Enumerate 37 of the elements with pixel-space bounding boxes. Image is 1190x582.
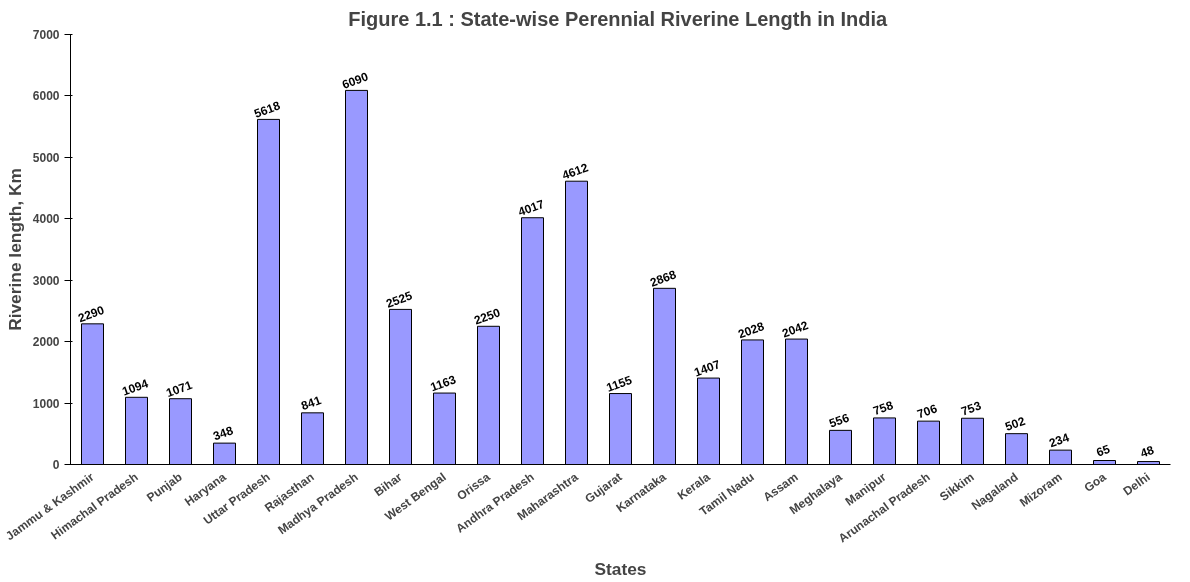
data-label: 5618 — [252, 98, 283, 121]
x-axis-title: States — [594, 559, 647, 580]
x-tick-label: Goa — [1081, 469, 1109, 495]
data-label: 2250 — [472, 305, 503, 328]
y-tick-label: 5000 — [32, 150, 60, 165]
y-tick-label: 7000 — [32, 28, 60, 42]
y-tick-label: 3000 — [32, 273, 60, 288]
data-label: 753 — [959, 398, 984, 419]
data-label: 2028 — [736, 318, 767, 342]
y-axis-title: Riverine length, Km — [4, 168, 25, 331]
data-label: 65 — [1094, 441, 1113, 460]
data-label: 234 — [1047, 430, 1072, 451]
data-label: 4017 — [516, 196, 547, 220]
data-label: 1155 — [604, 372, 635, 395]
data-label: 1407 — [692, 357, 723, 380]
data-label: 556 — [827, 410, 852, 431]
y-tick-label: 2000 — [32, 335, 60, 350]
y-tick-label: 4000 — [32, 212, 60, 227]
data-label: 48 — [1138, 442, 1157, 461]
data-label: 841 — [299, 392, 324, 414]
data-label: 2868 — [648, 267, 679, 290]
data-label: 502 — [1003, 413, 1028, 434]
data-label: 6090 — [340, 69, 371, 92]
data-label: 2042 — [780, 318, 811, 341]
data-label: 1071 — [164, 377, 195, 401]
data-label: 348 — [211, 423, 236, 444]
data-label: 4612 — [560, 160, 591, 183]
y-tick-label: 1000 — [32, 396, 60, 411]
data-label: 706 — [915, 401, 940, 422]
data-label: 1094 — [120, 376, 151, 399]
y-tick-label: 6000 — [32, 89, 60, 104]
data-label: 758 — [871, 398, 896, 419]
data-label: 2525 — [384, 288, 415, 311]
data-label: 2290 — [76, 302, 107, 326]
chart-title: Figure 1.1 : State-wise Perennial Riverine Length in India — [348, 7, 889, 30]
y-tick-label: 0 — [52, 458, 60, 472]
data-label: 1163 — [428, 372, 459, 395]
